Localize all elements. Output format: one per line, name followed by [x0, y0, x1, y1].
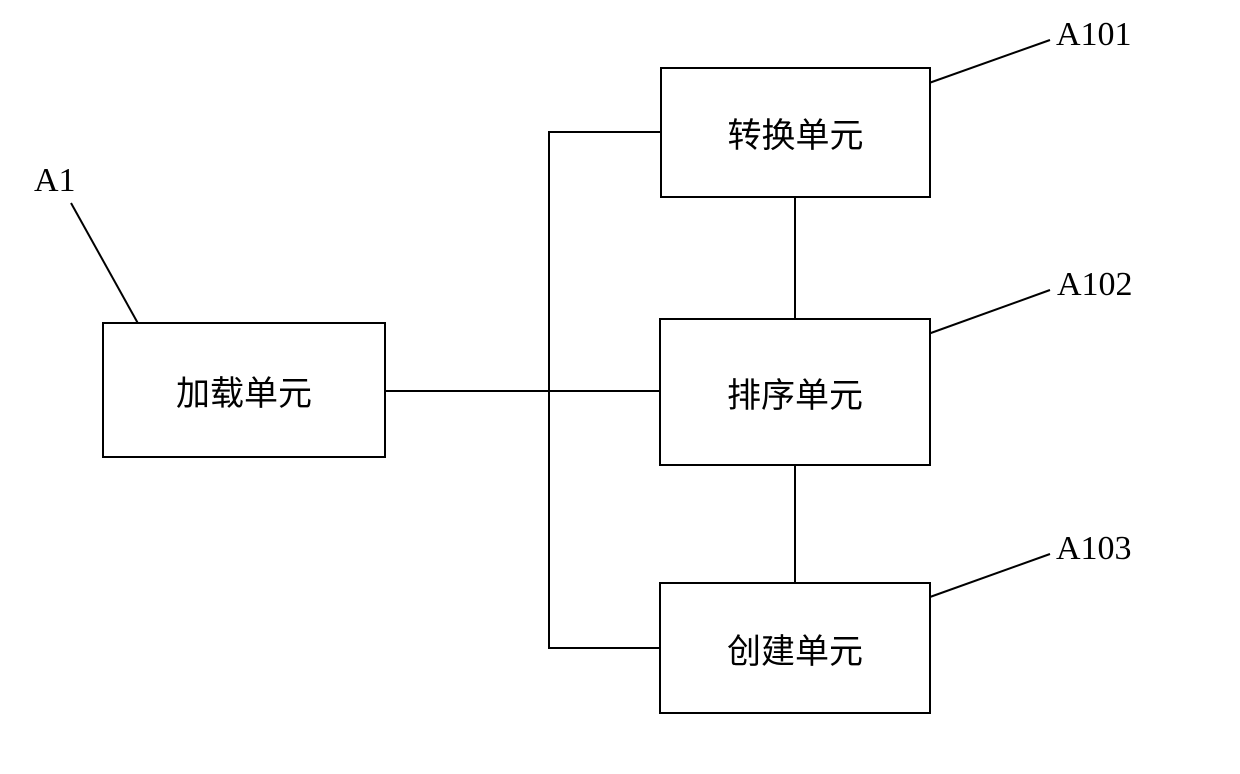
leader-line [916, 554, 1050, 602]
diagram-canvas: 加载单元 A1 转换单元 A101 排序单元 A102 创建单元 A103 [0, 0, 1240, 774]
node-label: 排序单元 [727, 368, 863, 417]
callout-label-a101: A101 [1056, 16, 1132, 54]
node-label: 转换单元 [728, 108, 864, 157]
node-a101: 转换单元 [660, 67, 931, 198]
node-label: 创建单元 [727, 624, 863, 673]
edge [549, 391, 659, 648]
callout-label-a102: A102 [1057, 266, 1133, 304]
node-a1: 加载单元 [102, 322, 386, 458]
leader-line [71, 203, 140, 327]
node-a102: 排序单元 [659, 318, 931, 466]
edge [549, 132, 660, 391]
leader-line [917, 290, 1050, 338]
leader-line [915, 40, 1050, 88]
callout-label-a103: A103 [1056, 530, 1132, 568]
callout-label-a1: A1 [34, 162, 76, 200]
node-label: 加载单元 [176, 366, 312, 415]
node-a103: 创建单元 [659, 582, 931, 714]
